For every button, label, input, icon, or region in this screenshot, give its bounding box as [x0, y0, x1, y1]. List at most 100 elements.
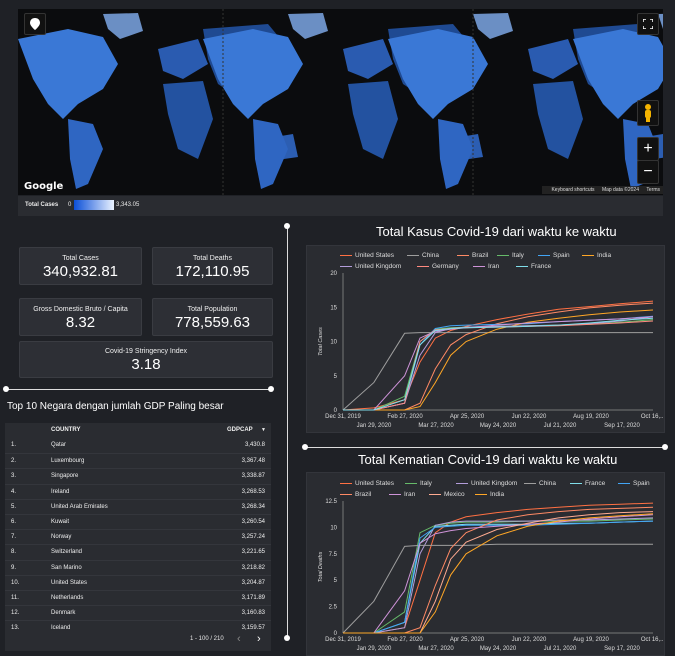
legend-swatch	[340, 254, 352, 257]
legend-item[interactable]: United Kingdom	[340, 263, 401, 270]
series-line-united-kingdom[interactable]	[343, 316, 654, 411]
pegman-icon[interactable]	[637, 100, 659, 126]
zoom-in-button[interactable]: +	[637, 137, 659, 161]
legend-item[interactable]: India	[475, 491, 504, 498]
legend-max: 3,343.05	[116, 202, 140, 208]
legend-item[interactable]: India	[582, 252, 611, 259]
y-tick-label: 5	[334, 374, 338, 380]
zoom-out-button[interactable]: −	[637, 160, 659, 184]
legend-swatch	[473, 265, 485, 268]
divider-handle[interactable]	[662, 444, 668, 450]
legend-item[interactable]: Brazil	[340, 491, 371, 498]
legend-item[interactable]: Spain	[618, 480, 650, 487]
legend-label: Iran	[488, 263, 500, 270]
series-line-italy[interactable]	[343, 518, 654, 634]
map-pin-icon[interactable]	[24, 13, 46, 35]
legend-label: United States	[355, 480, 395, 487]
divider-handle[interactable]	[302, 444, 308, 450]
legend-swatch	[407, 254, 419, 257]
table-row[interactable]: 13. Iceland 3,159.57	[5, 620, 271, 636]
series-line-india[interactable]	[343, 513, 654, 634]
row-number: 10.	[11, 579, 20, 586]
map-attribution: Keyboard shortcuts Map data ©2024 Terms	[542, 186, 663, 194]
table-row[interactable]: 4. Ireland 3,268.53	[5, 483, 271, 500]
legend-item[interactable]: France	[516, 263, 551, 270]
series-line-china[interactable]	[342, 332, 653, 411]
series-line-united-states[interactable]	[342, 300, 654, 411]
terms-link[interactable]: Terms	[646, 187, 660, 193]
x-tick-label: Feb 27, 2020	[387, 414, 423, 420]
table-row[interactable]: 1. Qatar 3,430.8	[5, 438, 271, 453]
legend-item[interactable]: Iran	[473, 263, 499, 270]
series-line-iran[interactable]	[343, 316, 654, 411]
legend-item[interactable]: Iran	[389, 491, 415, 498]
x-tick-label: Oct 16,...	[641, 414, 664, 420]
table-row[interactable]: 10. United States 3,204.87	[5, 574, 271, 591]
legend-swatch	[497, 254, 509, 257]
legend-swatch	[524, 482, 536, 485]
kpi-total-cases: Total Cases 340,932.81	[19, 247, 142, 285]
row-value: 3,268.34	[241, 503, 265, 510]
series-line-spain[interactable]	[343, 520, 654, 634]
table-row[interactable]: 5. United Arab Emirates 3,268.34	[5, 498, 271, 515]
legend-label: Spain	[633, 480, 650, 487]
legend-item[interactable]: United States	[340, 480, 394, 487]
legend-item[interactable]: Germany	[417, 263, 459, 270]
table-row[interactable]: 2. Luxembourg 3,367.48	[5, 453, 271, 469]
row-number: 1.	[11, 442, 17, 448]
prev-page-button[interactable]: ‹	[237, 633, 241, 645]
column-header-country[interactable]: COUNTRY	[51, 427, 81, 433]
table-row[interactable]: 6. Kuwait 3,260.54	[5, 514, 271, 530]
column-header-gdpcap[interactable]: GDPCAP	[227, 427, 253, 433]
row-country: United States	[51, 579, 88, 586]
legend-item[interactable]: Brazil	[457, 252, 488, 259]
sort-desc-icon[interactable]: ▼	[261, 427, 266, 433]
x-tick-label: Feb 27, 2020	[387, 637, 423, 643]
deaths-chart-panel: United States Italy United Kingdom China Fra…	[306, 472, 665, 656]
world-map[interactable]: + − Google Keyboard shortcuts Map data ©…	[18, 9, 663, 195]
kpi-value: 172,110.95	[175, 263, 250, 280]
series-line-germany[interactable]	[343, 320, 654, 411]
chart-title: Total Kematian Covid-19 dari waktu ke wa…	[358, 452, 618, 467]
legend-item[interactable]: China	[524, 480, 556, 487]
x-tick-label: Aug 19, 2020	[573, 637, 609, 643]
series-line-iran[interactable]	[343, 514, 654, 634]
series-line-china[interactable]	[342, 543, 653, 634]
legend-item[interactable]: China	[407, 252, 439, 259]
fullscreen-icon[interactable]	[637, 13, 659, 35]
legend-item[interactable]: Italy	[497, 252, 524, 259]
table-row[interactable]: 7. Norway 3,257.24	[5, 529, 271, 545]
row-value: 3,367.48	[241, 458, 265, 465]
next-page-button[interactable]: ›	[257, 633, 261, 645]
table-row[interactable]: 12. Denmark 3,160.83	[5, 605, 271, 621]
legend-swatch	[618, 482, 630, 485]
legend-label: Total Cases	[25, 202, 59, 208]
row-value: 3,171.89	[241, 595, 265, 601]
legend-item[interactable]: Spain	[538, 252, 570, 259]
row-number: 13.	[11, 625, 20, 632]
series-line-spain[interactable]	[343, 315, 654, 411]
divider-handle[interactable]	[284, 635, 290, 641]
legend-item[interactable]: Mexico	[429, 491, 465, 498]
table-row[interactable]: 9. San Marino 3,218.82	[5, 559, 271, 576]
cases-chart-panel: United States China Brazil Italy Spain India U…	[306, 245, 665, 433]
legend-swatch	[340, 482, 352, 485]
keyboard-shortcuts-link[interactable]: Keyboard shortcuts	[551, 187, 595, 193]
divider-handle[interactable]	[284, 223, 290, 229]
legend-item[interactable]: United States	[340, 252, 394, 259]
series-line-france[interactable]	[343, 520, 654, 634]
table-row[interactable]: 3. Singapore 3,338.87	[5, 468, 271, 484]
table-row[interactable]: 11. Netherlands 3,171.89	[5, 590, 271, 606]
table-row[interactable]: 8. Switzerland 3,221.65	[5, 544, 271, 560]
row-value: 3,159.57	[241, 625, 265, 632]
series-line-united-kingdom[interactable]	[343, 517, 654, 634]
row-number: 2.	[11, 458, 17, 465]
series-line-india[interactable]	[343, 309, 654, 411]
legend-item[interactable]: United Kingdom	[456, 480, 517, 487]
series-line-italy[interactable]	[343, 319, 654, 411]
divider-handle[interactable]	[268, 386, 274, 392]
series-line-france[interactable]	[343, 317, 654, 411]
legend-item[interactable]: France	[570, 480, 605, 487]
legend-item[interactable]: Italy	[405, 480, 432, 487]
divider-handle[interactable]	[3, 386, 9, 392]
